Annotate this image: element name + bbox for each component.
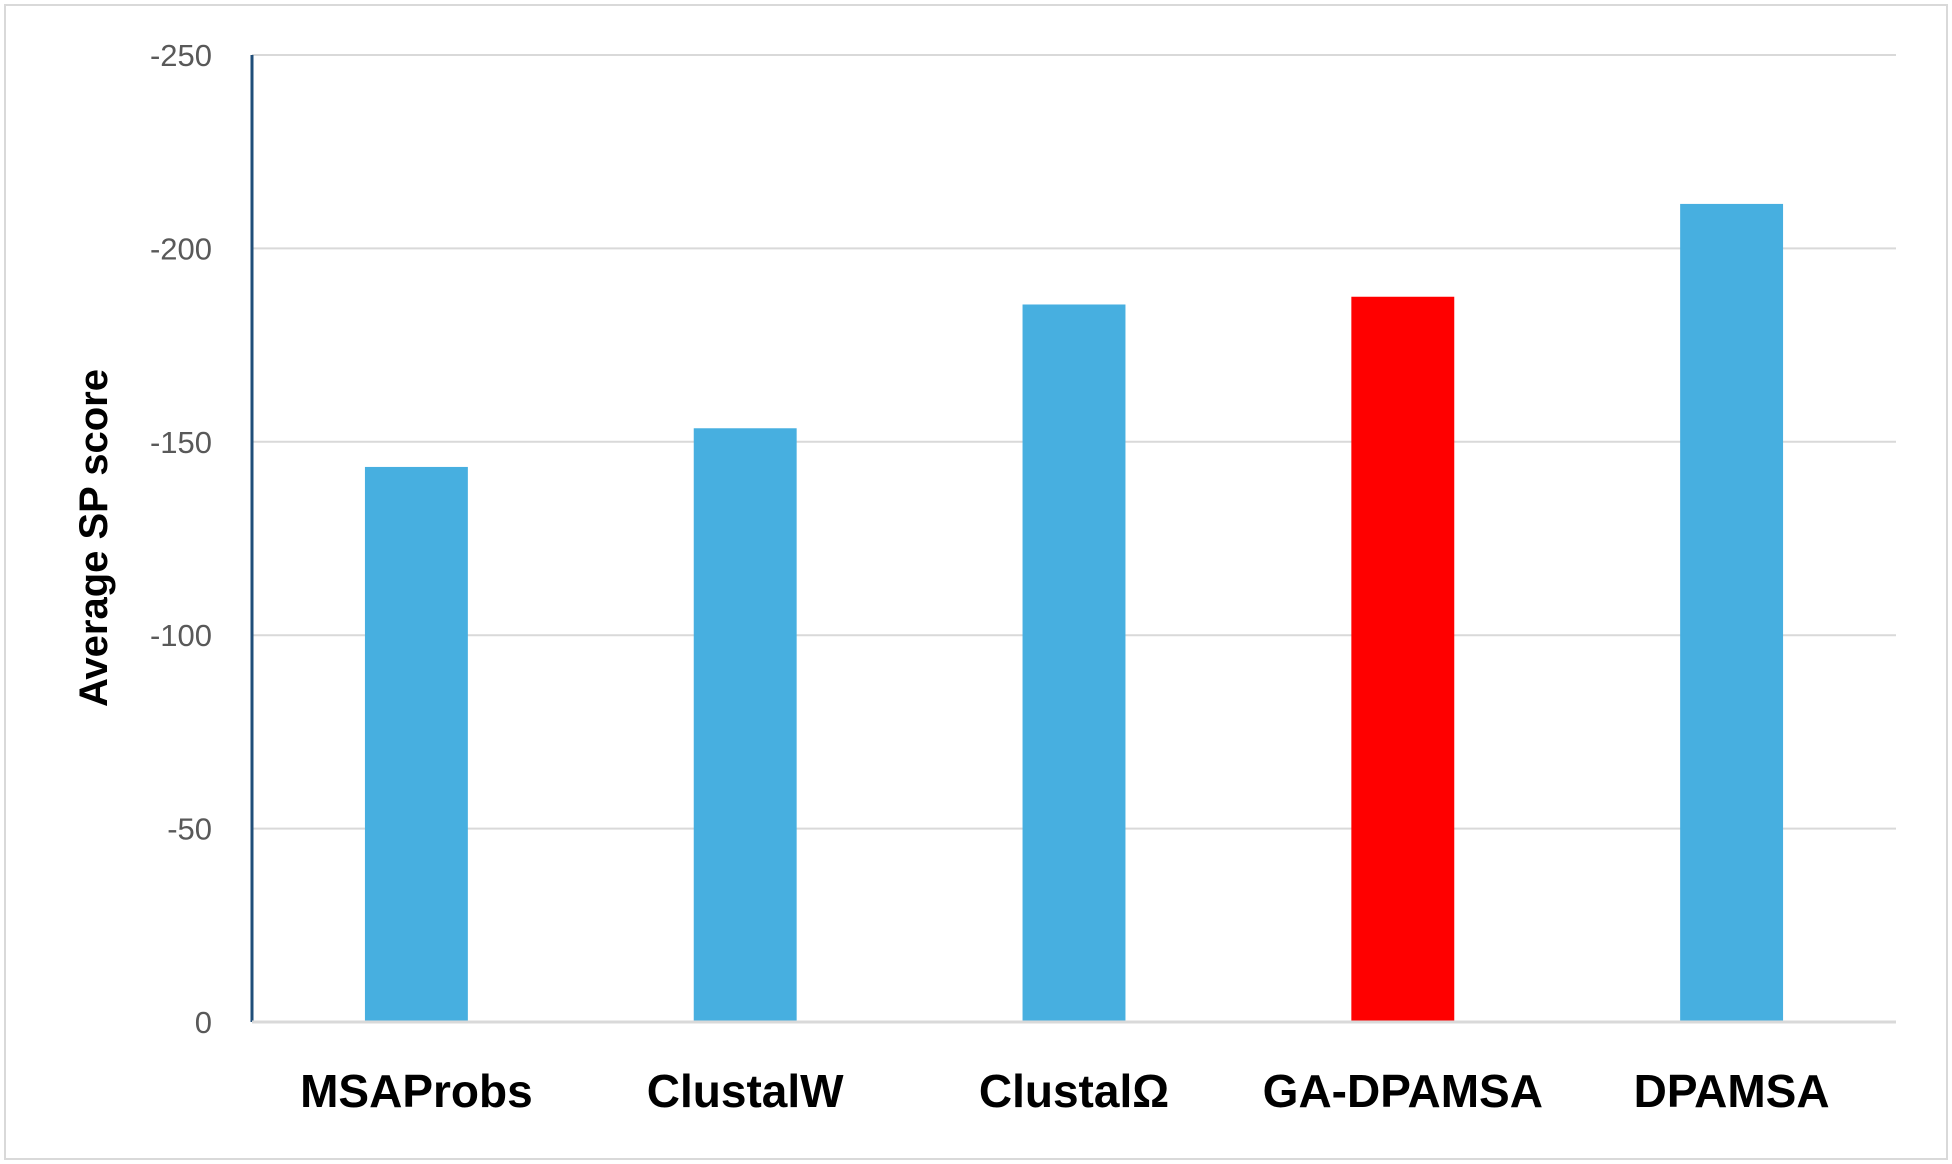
chart-frame (4, 4, 1948, 1160)
y-tick-label: -100 (150, 618, 212, 653)
x-category-label: ClustalW (647, 1065, 844, 1117)
x-category-label: ClustalΩ (979, 1065, 1169, 1117)
y-tick-label: -200 (150, 231, 212, 266)
bar-clustalw (693, 428, 797, 1023)
bar-clustal- (1022, 304, 1126, 1023)
y-tick-label: -50 (167, 812, 212, 847)
bar-ga-dpamsa (1351, 296, 1455, 1022)
y-tick-labels: 0 -50 -100 -150 -200 -250 (150, 38, 212, 1040)
bars (364, 203, 1784, 1023)
x-category-label: MSAProbs (300, 1065, 533, 1117)
bar-msaprobs (364, 466, 468, 1022)
y-tick-label: -250 (150, 38, 212, 73)
x-category-label: GA-DPAMSA (1263, 1065, 1543, 1117)
y-tick-label: 0 (195, 1005, 212, 1040)
x-category-label: DPAMSA (1634, 1065, 1830, 1117)
y-axis-title: Average SP score (72, 369, 116, 707)
bar-dpamsa (1680, 203, 1784, 1023)
x-category-labels: MSAProbs ClustalW ClustalΩ GA-DPAMSA DPAMSA (300, 1065, 1829, 1117)
y-tick-label: -150 (150, 425, 212, 460)
